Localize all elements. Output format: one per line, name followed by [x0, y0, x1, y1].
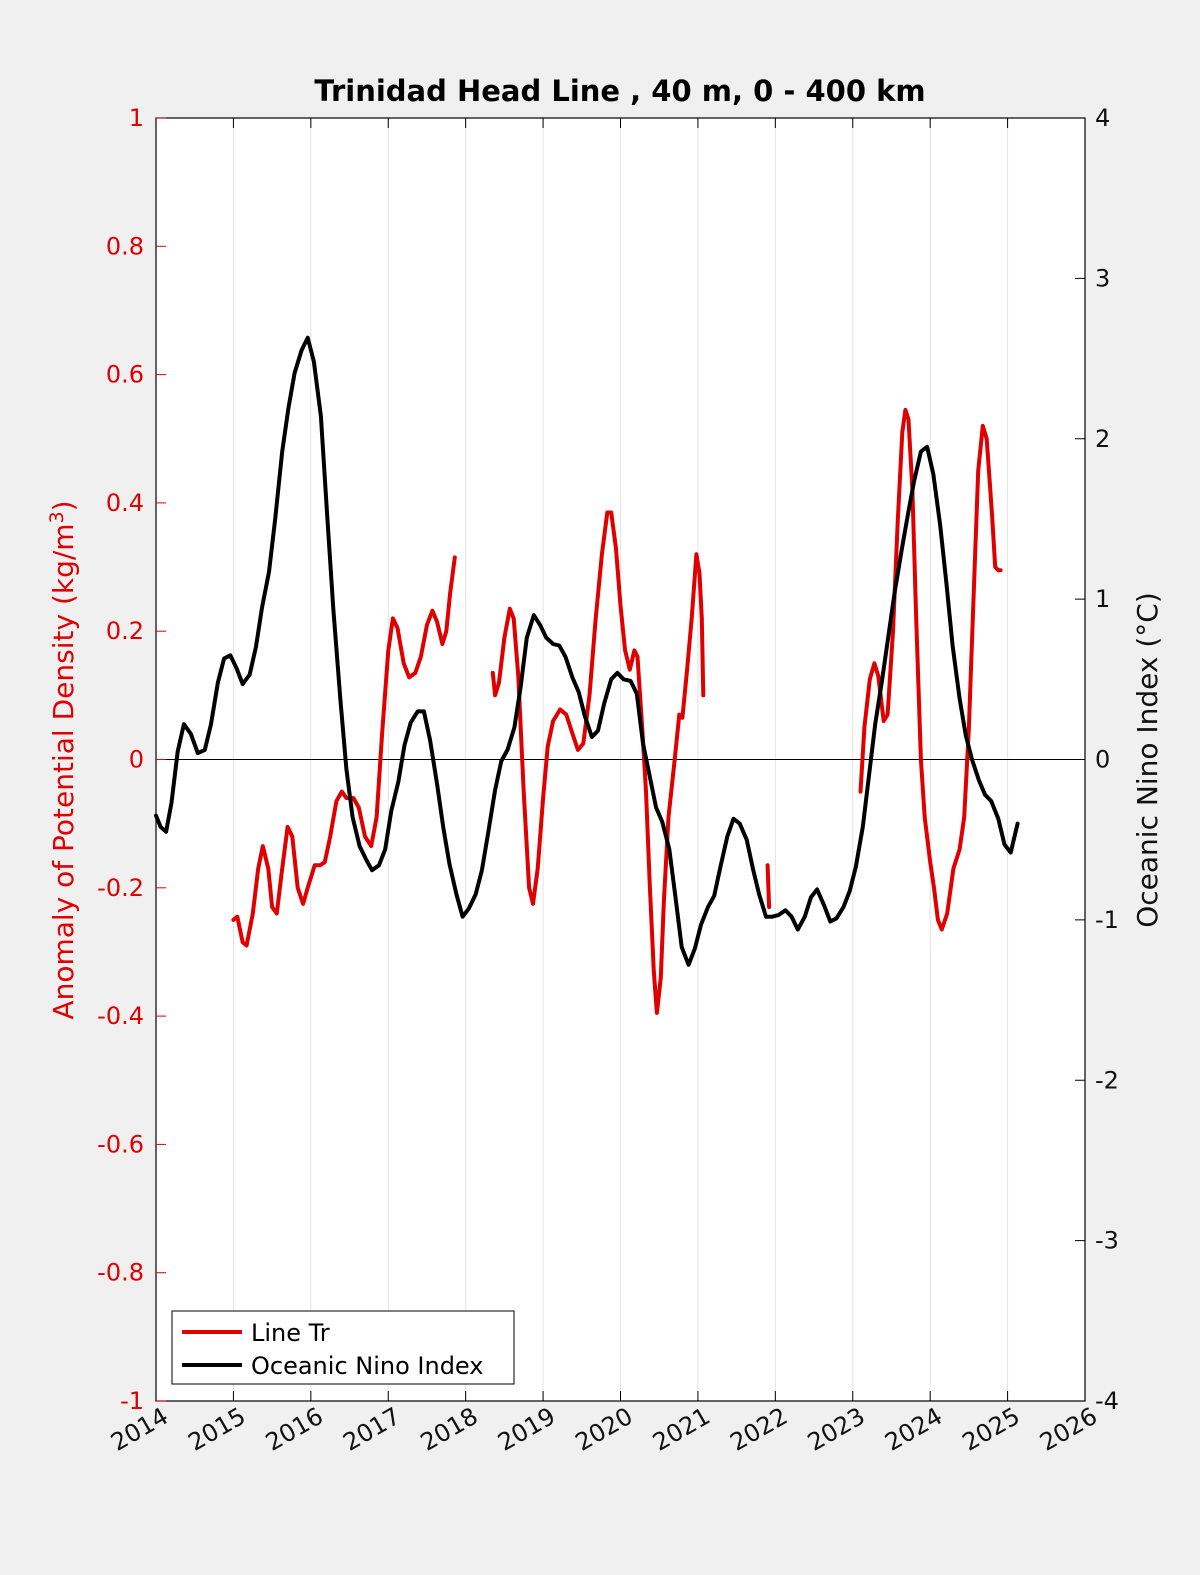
oni-series-segment-0 — [154, 335, 1020, 967]
right-tick-label: 2 — [1095, 425, 1110, 453]
left-tick-label: 0.8 — [106, 232, 144, 260]
right-tick-label: -3 — [1095, 1227, 1119, 1255]
right-tick-label: 4 — [1095, 104, 1110, 132]
right-tick-label: 1 — [1095, 585, 1110, 613]
x-tick-label: 2016 — [261, 1402, 328, 1457]
left-axis-label: Anomaly of Potential Density (kg/m3) — [46, 500, 80, 1019]
x-tick-label: 2019 — [493, 1402, 560, 1457]
x-tick-label: 2024 — [880, 1402, 947, 1457]
left-tick-label: 1 — [129, 104, 144, 132]
left-tick-label: 0.2 — [106, 617, 144, 645]
right-tick-label: 3 — [1095, 264, 1110, 292]
line-tr-series-segment-1 — [490, 510, 706, 1015]
right-tick-label: 0 — [1095, 746, 1110, 774]
left-axis-label-close: ) — [47, 500, 80, 511]
left-tick-label: 0 — [129, 746, 144, 774]
legend-label-oni: Oceanic Nino Index — [251, 1352, 483, 1380]
left-tick-label: 0.6 — [106, 361, 144, 389]
x-tick-label: 2020 — [571, 1402, 638, 1457]
x-tick-label: 2025 — [958, 1402, 1025, 1457]
right-axis-label: Oceanic Nino Index (°C) — [1131, 592, 1164, 928]
left-axis-label-text: Anomaly of Potential Density (kg/m — [47, 523, 80, 1019]
left-tick-label: 0.4 — [106, 489, 144, 517]
line-tr-series-segment-3 — [858, 407, 1003, 932]
x-tick-label: 2022 — [725, 1402, 792, 1457]
x-tick-label: 2021 — [648, 1402, 715, 1457]
x-tick-label: 2026 — [1035, 1402, 1102, 1457]
left-axis-tick-labels: 1 0.8 0.6 0.4 0.2 0 -0.2 -0.4 -0.6 -0.8 -1 — [97, 104, 144, 1415]
right-tick-label: -2 — [1095, 1066, 1119, 1094]
x-tick-label: 2023 — [803, 1402, 870, 1457]
left-tick-label: -0.2 — [97, 874, 144, 902]
left-tick-label: -0.8 — [97, 1259, 144, 1287]
x-tick-label: 2017 — [338, 1402, 405, 1457]
series-layer — [154, 335, 1020, 1015]
right-tick-label: -4 — [1095, 1387, 1119, 1415]
x-axis-tick-labels: 2014 2015 2016 2017 2018 2019 2020 2021 2022 2023… — [106, 1402, 1102, 1457]
right-tick-label: -1 — [1095, 906, 1119, 934]
right-axis-tick-labels: 4 3 2 1 0 -1 -2 -3 -4 — [1095, 104, 1119, 1415]
left-tick-label: -0.4 — [97, 1002, 144, 1030]
line-tr-series-segment-2 — [765, 863, 772, 909]
legend-box — [171, 1310, 515, 1385]
legend: Line Tr Oceanic Nino Index — [171, 1310, 515, 1385]
x-tick-label: 2018 — [416, 1402, 483, 1457]
legend-label-line-tr: Line Tr — [251, 1319, 330, 1347]
chart-title: Trinidad Head Line , 40 m, 0 - 400 km — [314, 74, 925, 108]
line-tr-series-segment-0 — [231, 555, 457, 948]
axis-ticks — [155, 117, 1086, 1402]
left-tick-label: -0.6 — [97, 1130, 144, 1158]
x-tick-label: 2015 — [184, 1402, 251, 1457]
left-tick-label: -1 — [120, 1387, 144, 1415]
left-axis-label-sup: 3 — [46, 511, 68, 523]
